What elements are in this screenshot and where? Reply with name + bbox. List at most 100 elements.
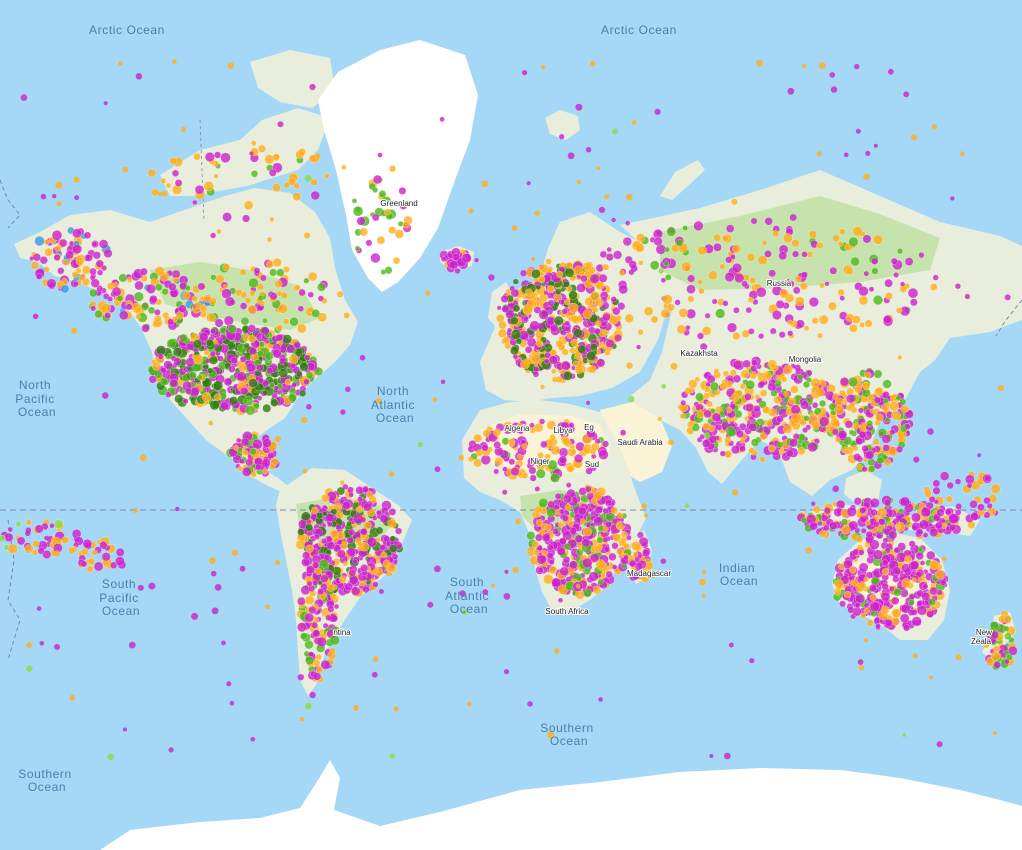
map-marker[interactable] xyxy=(434,466,441,473)
map-marker[interactable] xyxy=(848,236,859,247)
map-marker[interactable] xyxy=(546,552,554,560)
map-marker[interactable] xyxy=(619,269,625,276)
map-marker[interactable] xyxy=(730,445,741,455)
map-marker[interactable] xyxy=(605,570,613,579)
map-marker[interactable] xyxy=(310,506,319,515)
map-marker[interactable] xyxy=(273,385,280,391)
map-marker[interactable] xyxy=(725,224,735,233)
map-marker[interactable] xyxy=(297,305,305,312)
map-marker[interactable] xyxy=(561,348,569,356)
map-marker[interactable] xyxy=(993,661,1002,669)
map-marker[interactable] xyxy=(734,272,745,284)
map-marker[interactable] xyxy=(682,225,689,231)
map-marker[interactable] xyxy=(214,584,222,591)
map-marker[interactable] xyxy=(394,229,405,239)
map-marker[interactable] xyxy=(213,393,222,401)
map-marker[interactable] xyxy=(802,427,809,434)
map-marker[interactable] xyxy=(749,658,755,664)
map-marker[interactable] xyxy=(312,629,321,638)
map-marker[interactable] xyxy=(546,285,555,293)
map-marker[interactable] xyxy=(803,415,810,422)
map-marker[interactable] xyxy=(231,549,239,556)
map-marker[interactable] xyxy=(806,376,812,383)
map-marker[interactable] xyxy=(595,559,606,570)
map-marker[interactable] xyxy=(240,437,250,447)
map-marker[interactable] xyxy=(548,565,558,575)
map-marker[interactable] xyxy=(558,597,563,603)
map-marker[interactable] xyxy=(388,226,397,235)
map-marker[interactable] xyxy=(977,503,985,512)
map-marker[interactable] xyxy=(582,262,592,272)
map-marker[interactable] xyxy=(320,538,328,545)
map-marker[interactable] xyxy=(85,253,93,262)
map-marker[interactable] xyxy=(147,306,156,315)
map-marker[interactable] xyxy=(997,385,1004,392)
map-marker[interactable] xyxy=(779,288,790,299)
map-marker[interactable] xyxy=(823,524,830,532)
map-marker[interactable] xyxy=(787,330,794,337)
map-marker[interactable] xyxy=(493,468,500,475)
map-marker[interactable] xyxy=(512,353,519,360)
map-marker[interactable] xyxy=(862,234,872,244)
map-marker[interactable] xyxy=(566,465,575,473)
map-marker[interactable] xyxy=(558,521,564,528)
map-marker[interactable] xyxy=(311,621,318,629)
map-marker[interactable] xyxy=(904,515,909,520)
map-marker[interactable] xyxy=(383,208,391,216)
map-marker[interactable] xyxy=(903,91,910,98)
map-marker[interactable] xyxy=(847,606,855,614)
map-marker[interactable] xyxy=(873,521,880,528)
map-marker[interactable] xyxy=(900,604,911,614)
map-marker[interactable] xyxy=(636,233,646,243)
map-marker[interactable] xyxy=(461,253,472,264)
map-marker[interactable] xyxy=(245,458,254,467)
map-marker[interactable] xyxy=(376,235,386,245)
map-marker[interactable] xyxy=(732,374,742,383)
map-marker[interactable] xyxy=(844,420,853,429)
map-marker[interactable] xyxy=(497,305,502,310)
map-marker[interactable] xyxy=(44,247,54,257)
map-marker[interactable] xyxy=(128,641,136,649)
map-marker[interactable] xyxy=(869,539,880,550)
map-marker[interactable] xyxy=(593,327,601,335)
map-marker[interactable] xyxy=(726,322,738,333)
map-marker[interactable] xyxy=(597,525,604,532)
map-marker[interactable] xyxy=(715,308,726,319)
map-marker[interactable] xyxy=(642,549,651,558)
map-marker[interactable] xyxy=(739,383,746,390)
map-marker[interactable] xyxy=(372,174,383,185)
map-marker[interactable] xyxy=(847,376,859,387)
map-marker[interactable] xyxy=(362,486,369,494)
map-marker[interactable] xyxy=(685,324,691,331)
map-marker[interactable] xyxy=(800,400,810,410)
map-marker[interactable] xyxy=(688,379,698,389)
map-marker[interactable] xyxy=(794,275,802,283)
map-marker[interactable] xyxy=(360,517,366,523)
map-marker[interactable] xyxy=(204,152,215,162)
map-marker[interactable] xyxy=(83,231,92,240)
map-marker[interactable] xyxy=(165,182,172,189)
map-marker[interactable] xyxy=(608,552,617,562)
map-marker[interactable] xyxy=(239,268,247,276)
map-marker[interactable] xyxy=(346,520,352,527)
map-marker[interactable] xyxy=(769,327,777,335)
map-marker[interactable] xyxy=(382,559,391,568)
map-marker[interactable] xyxy=(546,507,556,518)
map-marker[interactable] xyxy=(381,196,392,207)
map-marker[interactable] xyxy=(305,371,314,380)
map-marker[interactable] xyxy=(269,382,275,389)
map-marker[interactable] xyxy=(547,459,558,471)
map-marker[interactable] xyxy=(89,288,98,298)
map-marker[interactable] xyxy=(686,284,696,294)
map-marker[interactable] xyxy=(308,291,314,298)
map-marker[interactable] xyxy=(30,261,40,270)
map-marker[interactable] xyxy=(235,288,243,297)
map-marker[interactable] xyxy=(824,281,830,286)
map-marker[interactable] xyxy=(602,507,609,515)
map-marker[interactable] xyxy=(759,389,768,397)
map-marker[interactable] xyxy=(262,327,270,335)
map-marker[interactable] xyxy=(725,426,737,437)
map-marker[interactable] xyxy=(868,286,875,293)
map-marker[interactable] xyxy=(703,392,711,400)
map-marker[interactable] xyxy=(509,316,519,326)
